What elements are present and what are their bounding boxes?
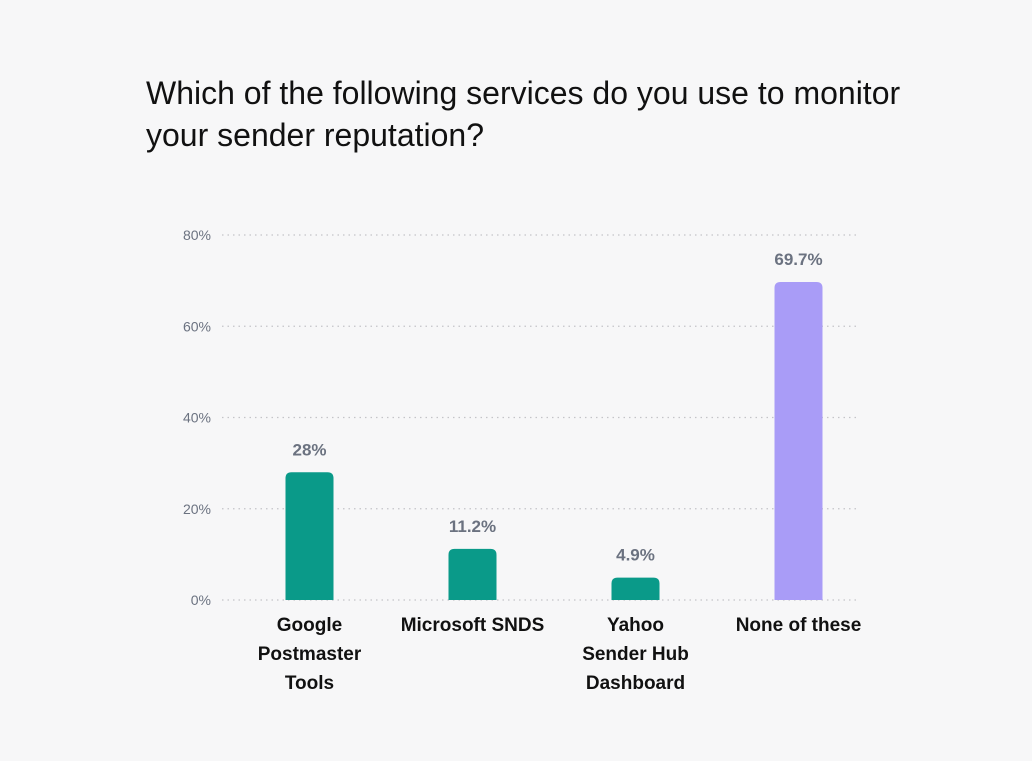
bar-value-label: 11.2% [449,517,496,536]
y-tick-label: 80% [183,227,211,243]
y-axis-ticks: 0% 20% 40% 60% 80% [183,227,211,608]
category-label: Microsoft SNDS [401,615,545,636]
y-tick-label: 40% [183,410,211,426]
bar-value-label: 28% [292,440,326,459]
category-label: Google [277,615,342,636]
category-label: Yahoo [607,615,664,636]
bars [285,281,823,600]
category-label: Postmaster [258,644,362,665]
category-labels: Google Postmaster Tools Microsoft SNDS Yahoo… [258,615,862,694]
category-label: Tools [285,673,334,694]
bar [448,548,497,600]
y-tick-label: 20% [183,501,211,517]
category-label: Dashboard [586,673,685,694]
bar [774,281,823,600]
category-label: None of these [736,615,862,636]
category-label: Sender Hub [582,644,689,665]
bar [285,472,334,600]
bar-value-label: 69.7% [774,250,822,269]
value-labels: 28% 11.2% 4.9% 69.7% [292,250,822,565]
chart-title: Which of the following services do you u… [146,75,901,153]
y-tick-label: 60% [183,318,211,334]
bar [611,577,660,600]
y-tick-label: 0% [191,592,211,608]
gridlines [222,234,860,601]
bar-value-label: 4.9% [616,546,655,565]
